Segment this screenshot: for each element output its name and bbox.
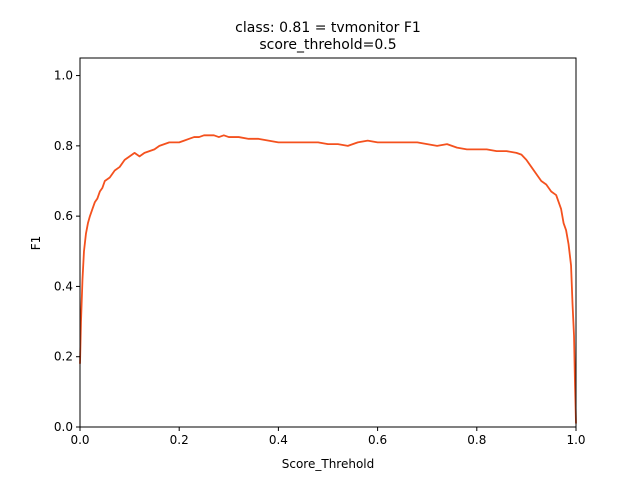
y-tick-label: 0.8 — [54, 139, 73, 153]
x-tick-label: 1.0 — [566, 433, 585, 447]
y-axis-label: F1 — [29, 236, 43, 251]
x-tick-label: 0.4 — [269, 433, 288, 447]
y-tick-label: 1.0 — [54, 69, 73, 83]
y-tick-label: 0.0 — [54, 420, 73, 434]
y-tick-label: 0.6 — [54, 209, 73, 223]
x-axis-ticks: 0.0 0.2 0.4 0.6 0.8 1.0 — [70, 427, 586, 447]
f1-series-line — [79, 134, 577, 424]
y-tick-label: 0.4 — [54, 279, 73, 293]
axes-frame — [79, 57, 577, 428]
x-tick-label: 0.6 — [368, 433, 387, 447]
y-axis-ticks: 0.0 0.2 0.4 0.6 0.8 1.0 — [54, 69, 80, 434]
y-tick-label: 0.2 — [54, 350, 73, 364]
chart-subtitle: score_threhold=0.5 — [259, 37, 396, 53]
x-tick-label: 0.2 — [170, 433, 189, 447]
x-tick-label: 0.0 — [70, 433, 89, 447]
x-tick-label: 0.8 — [467, 433, 486, 447]
chart-title: class: 0.81 = tvmonitor F1 — [235, 20, 421, 36]
plot-area — [79, 134, 577, 424]
x-axis-label: Score_Threhold — [282, 457, 375, 471]
